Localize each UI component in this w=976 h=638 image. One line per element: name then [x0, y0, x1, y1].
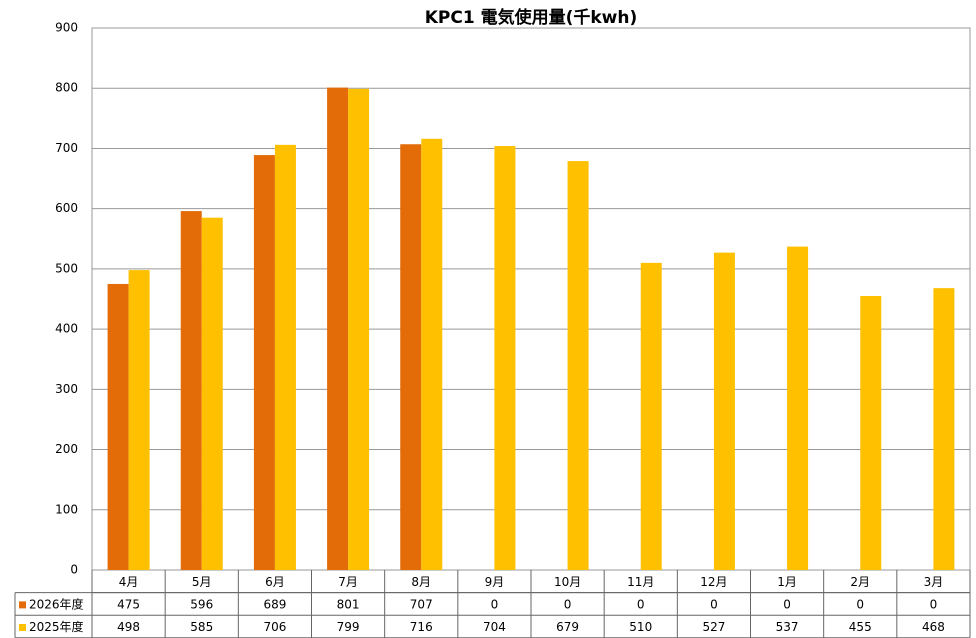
- table-value: 537: [776, 620, 799, 634]
- x-tick-label: 2月: [850, 575, 870, 589]
- table-value: 801: [337, 597, 360, 611]
- table-value: 0: [491, 597, 499, 611]
- x-tick-label: 8月: [411, 575, 431, 589]
- table-value: 596: [190, 597, 213, 611]
- table-value: 475: [117, 597, 140, 611]
- bar: [274, 144, 296, 570]
- y-tick-label: 800: [55, 81, 78, 95]
- table-value: 706: [263, 620, 286, 634]
- table-value: 498: [117, 620, 140, 634]
- bar: [640, 262, 662, 570]
- x-tick-label: 6月: [265, 575, 285, 589]
- table-value: 799: [337, 620, 360, 634]
- y-tick-label: 700: [55, 141, 78, 155]
- y-tick-label: 0: [70, 563, 78, 577]
- bar: [494, 146, 516, 570]
- x-tick-label: 11月: [627, 575, 654, 589]
- y-tick-label: 500: [55, 261, 78, 275]
- x-tick-label: 7月: [338, 575, 358, 589]
- bar: [201, 217, 223, 570]
- bar: [107, 283, 129, 570]
- y-tick-label: 300: [55, 382, 78, 396]
- table-value: 527: [702, 620, 725, 634]
- table-value: 704: [483, 620, 506, 634]
- x-tick-label: 5月: [192, 575, 212, 589]
- y-tick-label: 900: [55, 21, 78, 35]
- table-value: 455: [849, 620, 872, 634]
- bar: [327, 87, 349, 571]
- y-tick-label: 200: [55, 442, 78, 456]
- bar: [253, 155, 275, 570]
- table-value: 716: [410, 620, 433, 634]
- table-value: 0: [783, 597, 791, 611]
- x-tick-label: 9月: [485, 575, 505, 589]
- bar: [421, 138, 443, 570]
- bar: [933, 288, 955, 570]
- legend-swatch: [19, 624, 26, 631]
- bar: [128, 270, 150, 570]
- table-value: 585: [190, 620, 213, 634]
- table-value: 707: [410, 597, 433, 611]
- bar: [713, 252, 735, 570]
- bar: [180, 211, 202, 570]
- table-value: 0: [564, 597, 572, 611]
- table-value: 0: [930, 597, 938, 611]
- table-value: 679: [556, 620, 579, 634]
- y-tick-label: 400: [55, 322, 78, 336]
- x-tick-label: 1月: [777, 575, 797, 589]
- table-value: 689: [263, 597, 286, 611]
- table-value: 510: [629, 620, 652, 634]
- plot-border: [91, 27, 971, 571]
- table-value: 468: [922, 620, 945, 634]
- bar: [348, 88, 370, 570]
- x-tick-label: 4月: [119, 575, 139, 589]
- table-value: 0: [710, 597, 718, 611]
- y-tick-label: 600: [55, 201, 78, 215]
- x-tick-label: 3月: [924, 575, 944, 589]
- bar: [787, 246, 809, 570]
- bar: [567, 161, 589, 570]
- bar: [860, 295, 882, 570]
- x-tick-label: 10月: [554, 575, 581, 589]
- legend-swatch: [19, 601, 26, 609]
- chart-title: KPC1 電気使用量(千kwh): [425, 7, 638, 28]
- bar: [400, 144, 422, 570]
- table-value: 0: [856, 597, 864, 611]
- y-tick-label: 100: [55, 502, 78, 516]
- legend-label: 2025年度: [29, 619, 84, 634]
- table-value: 0: [637, 597, 645, 611]
- legend-label: 2026年度: [29, 596, 84, 611]
- x-tick-label: 12月: [700, 575, 727, 589]
